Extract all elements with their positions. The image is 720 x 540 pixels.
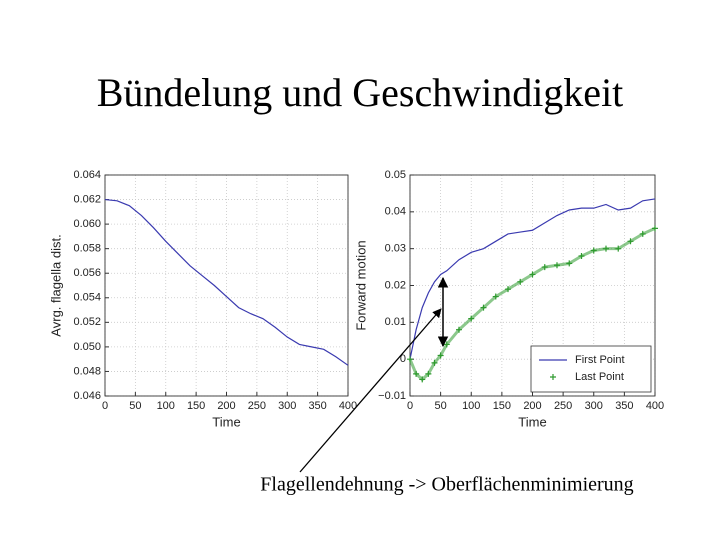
caption: Flagellendehnung -> Oberflächenminimieru… <box>260 474 633 496</box>
series-line <box>104 198 349 366</box>
x-tick-label: 350 <box>615 400 633 412</box>
y-tick-label: 0.05 <box>385 169 406 181</box>
point-marker <box>590 247 597 254</box>
y-tick-label: 0.052 <box>73 316 101 328</box>
slide-title: Bündelung und Geschwindigkeit <box>97 70 624 115</box>
y-tick-label: 0.050 <box>73 341 101 353</box>
x-tick-label: 0 <box>102 400 108 412</box>
x-axis-label: Time <box>518 414 546 429</box>
point-marker <box>615 245 622 252</box>
x-tick-label: 250 <box>554 400 572 412</box>
pointer-arrow <box>299 308 442 473</box>
x-tick-label: 50 <box>129 400 141 412</box>
point-marker <box>652 225 658 232</box>
point-marker <box>554 262 560 269</box>
point-marker <box>517 278 524 285</box>
legend-box <box>530 345 652 393</box>
point-marker <box>413 370 420 377</box>
x-tick-label: 200 <box>523 400 541 412</box>
x-tick-label: 150 <box>187 400 205 412</box>
point-marker <box>529 271 536 278</box>
x-tick-label: 0 <box>407 400 413 412</box>
point-marker <box>578 253 585 260</box>
y-tick-label: −0.01 <box>378 390 406 402</box>
x-tick-label: 150 <box>493 400 511 412</box>
point-marker <box>407 356 413 363</box>
y-tick-label: 0.046 <box>73 390 101 402</box>
x-tick-label: 100 <box>157 400 175 412</box>
point-marker <box>603 245 609 252</box>
point-marker <box>566 260 573 267</box>
point-marker <box>492 293 499 300</box>
point-marker <box>627 238 634 245</box>
x-tick-label: 100 <box>462 400 480 412</box>
y-tick-label: 0.03 <box>385 243 406 255</box>
x-tick-label: 250 <box>248 400 266 412</box>
point-marker <box>468 315 475 322</box>
y-tick-label: 0.058 <box>73 243 101 255</box>
point-marker <box>639 230 646 237</box>
x-tick-label: 50 <box>435 400 447 412</box>
y-axis-label: Forward motion <box>353 240 368 330</box>
y-tick-label: 0.02 <box>385 279 406 291</box>
x-tick-label: 200 <box>217 400 235 412</box>
point-marker <box>419 376 426 383</box>
point-marker <box>425 370 432 377</box>
y-tick-label: 0.062 <box>73 193 101 205</box>
x-tick-label: 300 <box>585 400 603 412</box>
series-line <box>409 198 656 360</box>
y-axis-label: Avrg. flagella dist. <box>48 234 63 336</box>
y-tick-label: 0.060 <box>73 218 101 230</box>
point-marker <box>480 304 487 311</box>
x-tick-label: 300 <box>278 400 296 412</box>
x-tick-label: 400 <box>646 400 664 412</box>
point-marker <box>456 326 462 333</box>
legend-marker <box>550 374 556 380</box>
plot-frame <box>104 174 349 397</box>
y-tick-label: 0 <box>400 353 406 365</box>
x-tick-label: 350 <box>308 400 326 412</box>
plot-frame <box>409 174 656 397</box>
point-marker <box>541 264 548 271</box>
point-marker <box>437 352 444 359</box>
y-tick-label: 0.04 <box>385 206 406 218</box>
point-marker <box>505 286 511 293</box>
point-marker <box>431 359 438 366</box>
y-tick-label: 0.01 <box>385 316 406 328</box>
legend-label: First Point <box>575 354 625 366</box>
x-tick-label: 400 <box>339 400 357 412</box>
y-tick-label: 0.054 <box>73 292 101 304</box>
legend-label: Last Point <box>575 371 624 383</box>
y-tick-label: 0.048 <box>73 365 101 377</box>
y-tick-label: 0.056 <box>73 267 101 279</box>
y-tick-label: 0.064 <box>73 169 101 181</box>
x-axis-label: Time <box>212 414 240 429</box>
